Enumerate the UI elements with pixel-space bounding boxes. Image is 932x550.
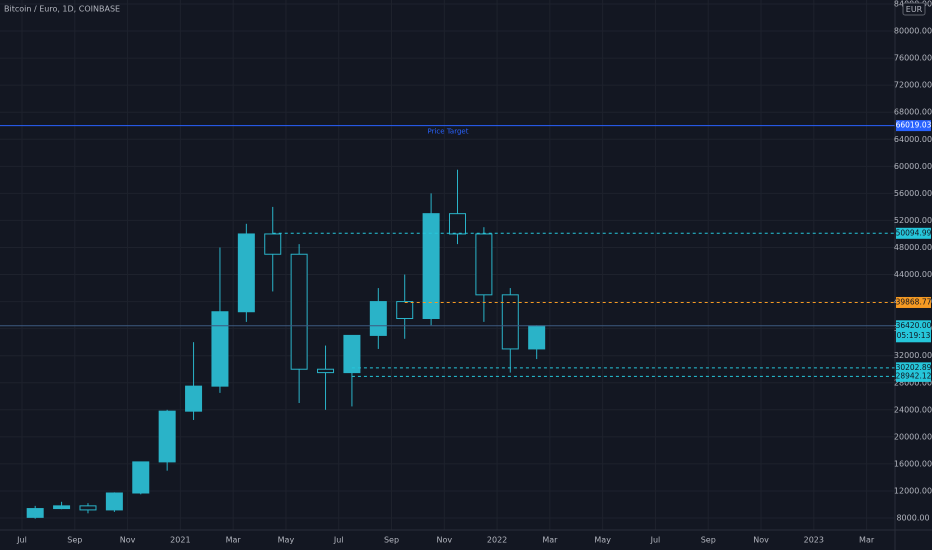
level-badge [896, 120, 931, 132]
level-badge [896, 227, 931, 239]
x-tick-label: Mar [226, 536, 242, 545]
x-tick-label: Mar [859, 536, 875, 545]
y-tick-label: 32000.00 [894, 351, 932, 360]
y-tick-label: 24000.00 [894, 405, 932, 414]
y-tick-label: 72000.00 [894, 81, 932, 90]
x-tick-label: Jul [650, 536, 661, 545]
y-tick-label: 52000.00 [894, 216, 932, 225]
y-tick-label: 16000.00 [894, 459, 932, 468]
candle-body [317, 368, 335, 374]
candle-body [501, 294, 519, 350]
level-badge [896, 362, 931, 374]
candle-body [448, 213, 466, 235]
axes: 8000.00 12000.00 16000.00 20000.00 24000.00 2… [16, 0, 932, 545]
candle-body [26, 508, 44, 518]
level-name: Price Target [428, 128, 469, 136]
candle-body [185, 385, 203, 412]
y-tick-label: 44000.00 [894, 270, 932, 279]
y-tick-label: 60000.00 [894, 162, 932, 171]
x-tick-label: Sep [701, 536, 716, 545]
x-tick-label: Nov [120, 536, 136, 545]
x-tick-label: Sep [384, 536, 399, 545]
y-tick-label: 28000.00 [894, 378, 932, 387]
y-tick-label: 56000.00 [894, 189, 932, 198]
x-tick-label: Jul [333, 536, 344, 545]
x-tick-label: Mar [542, 536, 558, 545]
candle-body [369, 301, 387, 336]
level-badge [896, 370, 931, 382]
y-tick-label: 64000.00 [894, 135, 932, 144]
candle-body [396, 301, 414, 320]
countdown: 05:19:13 [897, 331, 931, 340]
level-label: 28942.12 [896, 371, 932, 380]
candle-body [528, 325, 546, 350]
x-tick-label: 2021 [170, 536, 190, 545]
candle-body [422, 213, 440, 320]
chart-title: Bitcoin / Euro, 1D, COINBASE [4, 5, 120, 14]
x-tick-label: 2022 [487, 536, 507, 545]
plot: Price Target [0, 125, 895, 519]
candle-body [132, 461, 150, 494]
level-label: 66019.03 [896, 121, 932, 130]
y-tick-label: 20000.00 [894, 432, 932, 441]
level-label: 30202.89 [896, 363, 932, 372]
candle-body [158, 410, 176, 463]
y-tick-label: 48000.00 [894, 243, 932, 252]
level-label: 36420.00 [896, 321, 932, 330]
x-tick-label: May [278, 536, 295, 545]
x-tick-label: Nov [436, 536, 452, 545]
candle-body [290, 253, 308, 370]
candle-body [343, 334, 361, 374]
currency-badge [902, 2, 926, 16]
x-tick-label: Jul [16, 536, 27, 545]
candle-body [237, 233, 255, 313]
currency: EUR [906, 5, 923, 14]
x-tick-label: May [594, 536, 611, 545]
x-tick-label: Nov [753, 536, 769, 545]
candle-body [264, 233, 282, 255]
x-tick-label: 2023 [804, 536, 824, 545]
y-tick-label: 80000.00 [894, 27, 932, 36]
level-badge [896, 296, 931, 308]
candle-body [211, 311, 229, 387]
candle-body [105, 492, 123, 511]
y-tick-label: 12000.00 [894, 486, 932, 495]
level-label: 50094.99 [896, 228, 932, 237]
level-badge [896, 320, 931, 343]
level-label: 39868.77 [896, 297, 932, 306]
y-tick-label: 68000.00 [894, 108, 932, 117]
candle-body [79, 505, 97, 511]
candle-body [53, 505, 71, 510]
y-tick-label: 76000.00 [894, 54, 932, 63]
y-tick-label: 8000.00 [896, 514, 929, 523]
candle-body [475, 233, 493, 296]
x-tick-label: Sep [67, 536, 82, 545]
